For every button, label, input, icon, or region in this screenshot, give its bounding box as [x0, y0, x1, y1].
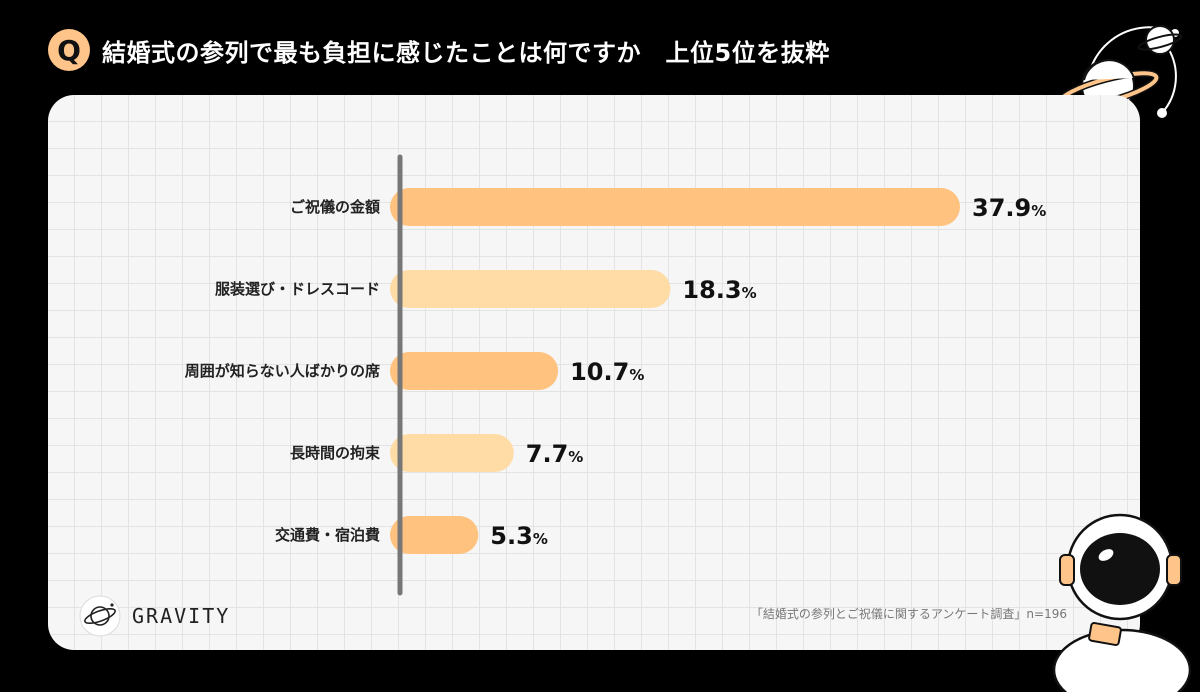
question-badge: Q	[48, 29, 90, 71]
value-label: 10.7%	[570, 358, 644, 386]
category-label: 交通費・宿泊費	[275, 526, 380, 544]
bar	[390, 352, 559, 390]
bar	[390, 516, 479, 554]
astronaut-icon	[1052, 513, 1192, 692]
category-label: 長時間の拘束	[290, 444, 381, 462]
bar	[390, 434, 514, 472]
bar-chart: ご祝儀の金額 37.9% 服装選び・ドレスコード 18.3% 周囲が知らない人ばかりの席…	[185, 154, 1046, 596]
page-title: 結婚式の参列で最も負担に感じたことは何ですか 上位5位を抜粋	[102, 38, 830, 67]
value-label: 7.7%	[526, 440, 584, 468]
value-label: 18.3%	[682, 276, 756, 304]
source-note: 「結婚式の参列とご祝儀に関するアンケート調査」n=196	[750, 607, 1067, 621]
category-label: 服装選び・ドレスコード	[215, 280, 380, 298]
header: Q 結婚式の参列で最も負担に感じたことは何ですか 上位5位を抜粋	[48, 26, 830, 74]
value-label: 5.3%	[490, 522, 548, 550]
bar	[390, 270, 671, 308]
chart-panel: ご祝儀の金額 37.9% 服装選び・ドレスコード 18.3% 周囲が知らない人ばかりの席…	[48, 95, 1140, 650]
category-label: 周囲が知らない人ばかりの席	[185, 362, 380, 380]
logo-text: GRAVITY	[132, 604, 231, 628]
value-label: 37.9%	[972, 194, 1046, 222]
bar	[390, 188, 960, 226]
logo: GRAVITY	[78, 594, 230, 638]
category-label: ご祝儀の金額	[290, 198, 380, 216]
planet-logo-icon	[79, 595, 121, 637]
